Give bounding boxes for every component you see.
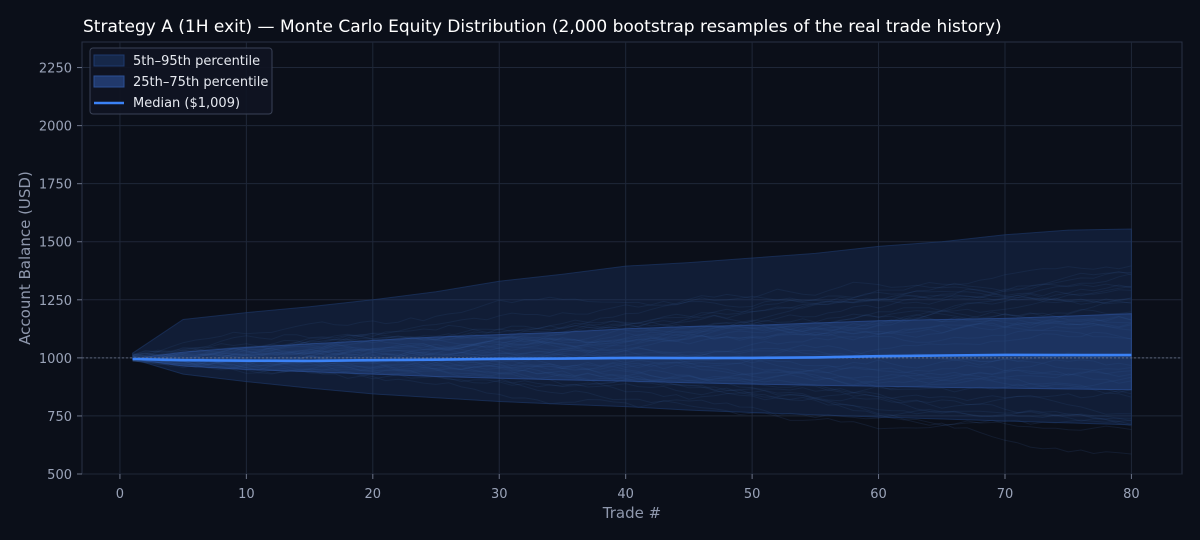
x-tick-label: 70 — [997, 487, 1014, 502]
chart-title: Strategy A (1H exit) — Monte Carlo Equit… — [83, 17, 1002, 37]
y-tick-label: 1250 — [39, 294, 72, 309]
y-tick-label: 500 — [47, 468, 72, 483]
sample-path — [132, 265, 1132, 356]
sample-path — [132, 355, 1132, 455]
sample-path — [132, 322, 1132, 367]
sample-path — [132, 294, 1132, 358]
x-tick-label: 0 — [116, 487, 124, 502]
y-tick-label: 2000 — [39, 120, 72, 135]
sample-path — [132, 313, 1132, 366]
sample-path — [132, 289, 1132, 365]
band-25-75 — [132, 313, 1132, 391]
sample-path — [132, 355, 1132, 398]
y-tick-label: 1500 — [39, 236, 72, 251]
x-tick-label: 60 — [870, 487, 887, 502]
legend-entry: 5th–95th percentile — [133, 54, 260, 69]
sample-path — [132, 315, 1132, 362]
y-tick-label: 750 — [47, 410, 72, 425]
sample-path — [132, 270, 1132, 364]
sample-path — [132, 355, 1132, 422]
x-axis-label: Trade # — [602, 504, 661, 522]
sample-path — [132, 283, 1132, 358]
sample-path — [132, 329, 1132, 366]
band-5-95 — [132, 228, 1132, 426]
sample-path — [132, 349, 1132, 422]
sample-path — [132, 297, 1132, 371]
sample-path — [132, 331, 1132, 362]
sample-path — [132, 356, 1132, 427]
sample-path — [132, 354, 1132, 376]
sample-path — [132, 359, 1132, 394]
sample-path — [132, 349, 1132, 368]
legend-swatch-outer — [93, 54, 125, 67]
x-tick-label: 50 — [744, 487, 761, 502]
x-tick-label: 30 — [491, 487, 508, 502]
x-tick-label: 80 — [1123, 487, 1140, 502]
legend-entry: Median ($1,009) — [133, 96, 240, 111]
sample-path — [132, 357, 1132, 430]
median-line — [132, 353, 1132, 363]
sample-path — [132, 273, 1132, 361]
y-axis-label: Account Balance (USD) — [16, 171, 34, 345]
sample-path — [132, 321, 1132, 361]
y-tick-label: 1000 — [39, 352, 72, 367]
y-tick-label: 2250 — [39, 62, 72, 77]
legend-swatch-inner — [93, 75, 125, 88]
sample-path — [132, 356, 1132, 431]
legend-box — [89, 47, 273, 115]
sample-path — [132, 343, 1132, 415]
sample-path — [132, 272, 1132, 362]
x-tick-label: 20 — [365, 487, 382, 502]
y-tick-label: 1750 — [39, 178, 72, 193]
x-tick-label: 10 — [238, 487, 255, 502]
legend-entry: 25th–75th percentile — [133, 75, 268, 90]
sample-path — [132, 347, 1132, 379]
sample-path — [132, 354, 1132, 394]
sample-path — [132, 284, 1132, 358]
sample-path — [132, 349, 1132, 382]
x-tick-label: 40 — [617, 487, 634, 502]
sample-path — [132, 344, 1132, 378]
sample-path — [132, 286, 1132, 356]
